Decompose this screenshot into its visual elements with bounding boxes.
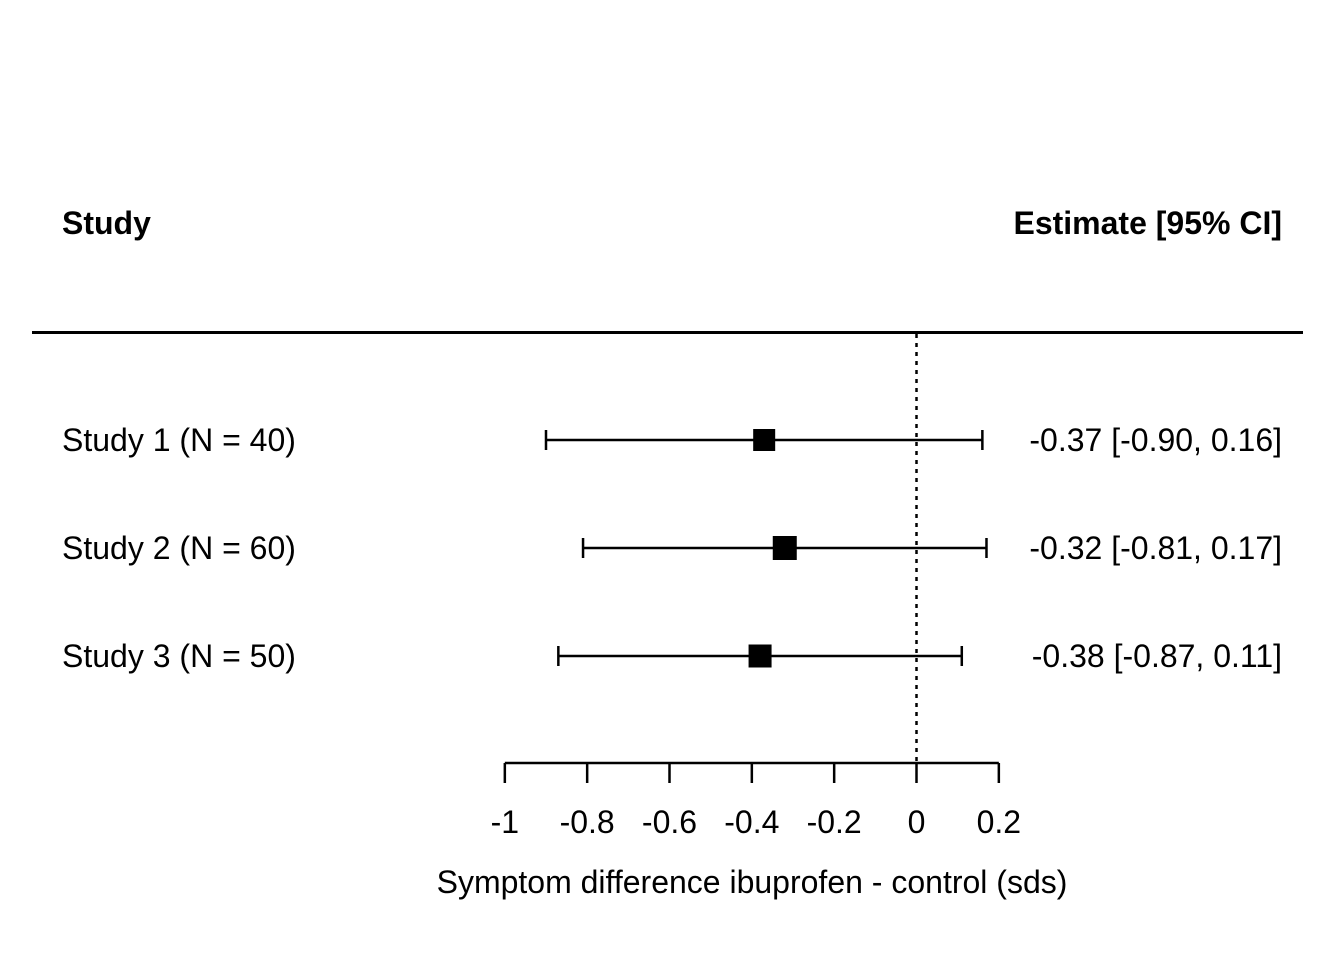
x-tick-label: -0.4 — [724, 804, 780, 840]
study-label: Study 2 (N = 60) — [62, 530, 296, 566]
study-column-header: Study — [62, 205, 151, 241]
estimate-ci-label: -0.32 [-0.81, 0.17] — [1029, 530, 1282, 566]
estimate-marker — [748, 644, 772, 668]
x-tick-label: -1 — [490, 804, 520, 840]
study-label: Study 1 (N = 40) — [62, 422, 296, 458]
x-tick-label: -0.2 — [806, 804, 862, 840]
estimate-marker — [772, 536, 797, 560]
study-label: Study 3 (N = 50) — [62, 638, 296, 674]
x-tick-label: -0.8 — [559, 804, 615, 840]
estimate-marker — [753, 429, 776, 451]
x-tick-label: 0.2 — [976, 804, 1022, 840]
estimate-column-header: Estimate [95% CI] — [1013, 205, 1282, 241]
x-tick-label: -0.6 — [641, 804, 698, 840]
x-axis-title: Symptom difference ibuprofen - control (… — [436, 864, 1068, 900]
estimate-ci-label: -0.37 [-0.90, 0.16] — [1029, 422, 1282, 458]
x-tick-label: 0 — [907, 804, 926, 840]
estimate-ci-label: -0.38 [-0.87, 0.11] — [1031, 638, 1282, 674]
header-separator-line — [32, 331, 1303, 334]
